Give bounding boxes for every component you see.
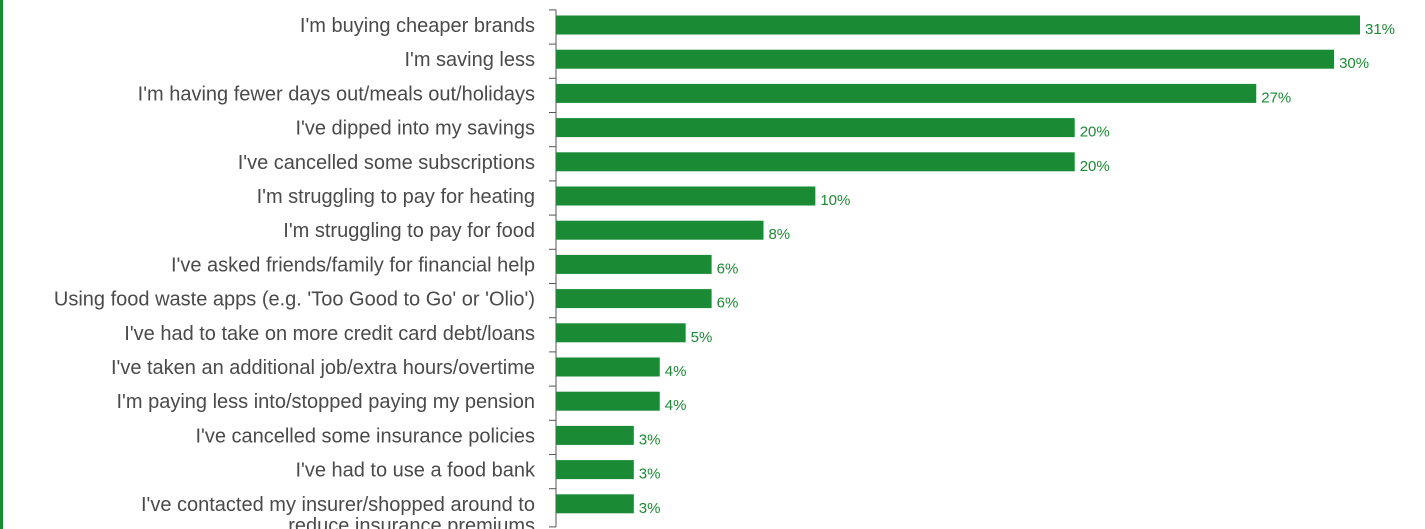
category-label: I've cancelled some insurance policies: [195, 425, 535, 447]
category-label: I'm having fewer days out/meals out/holi…: [138, 83, 535, 105]
bar: [556, 83, 1257, 103]
bar: [556, 460, 634, 480]
bar: [556, 289, 712, 309]
category-label: I'm paying less into/stopped paying my p…: [116, 391, 535, 413]
value-label: 5%: [691, 329, 713, 346]
bar: [556, 391, 660, 411]
category-label: I'm struggling to pay for heating: [257, 186, 535, 208]
bar: [556, 220, 764, 240]
category-label: I've had to use a food bank: [295, 460, 536, 482]
category-label: I'm buying cheaper brands: [300, 15, 535, 37]
bar: [556, 254, 712, 274]
category-label: I've dipped into my savings: [295, 118, 535, 140]
value-label: 10%: [820, 192, 850, 209]
left-frame-edge: [0, 0, 3, 529]
bar: [556, 494, 634, 514]
bar: [556, 357, 660, 377]
value-label: 3%: [639, 431, 661, 448]
value-label: 4%: [665, 397, 687, 414]
value-label: 20%: [1080, 124, 1110, 141]
value-label: 8%: [768, 226, 790, 243]
value-label: 30%: [1339, 55, 1369, 72]
category-label: I've taken an additional job/extra hours…: [111, 357, 535, 379]
value-label: 20%: [1080, 158, 1110, 175]
category-label: I'm struggling to pay for food: [283, 220, 535, 242]
value-label: 27%: [1261, 89, 1291, 106]
bar: [556, 118, 1075, 138]
category-label: I've contacted my insurer/shopped around…: [141, 494, 535, 529]
bar: [556, 186, 816, 206]
value-label: 3%: [639, 466, 661, 483]
category-label: I'm saving less: [404, 49, 535, 71]
bar: [556, 323, 686, 343]
chart-labels: 31% I'm buying cheaper brands 30% I'm savin…: [54, 15, 1395, 529]
bar: [556, 15, 1360, 35]
category-label: I've cancelled some subscriptions: [238, 152, 535, 174]
value-label: 6%: [717, 295, 739, 312]
value-label: 6%: [717, 260, 739, 277]
category-label: I've had to take on more credit card deb…: [124, 323, 535, 345]
bar: [556, 425, 634, 445]
value-label: 31%: [1365, 21, 1395, 38]
chart-axis: [549, 9, 557, 528]
category-label: Using food waste apps (e.g. 'Too Good to…: [54, 289, 535, 311]
bar: [556, 152, 1075, 172]
value-label: 4%: [665, 363, 687, 380]
bar: [556, 49, 1335, 69]
chart-bars: [556, 15, 1360, 514]
value-label: 3%: [639, 500, 661, 517]
category-label: I've asked friends/family for financial …: [171, 254, 535, 276]
